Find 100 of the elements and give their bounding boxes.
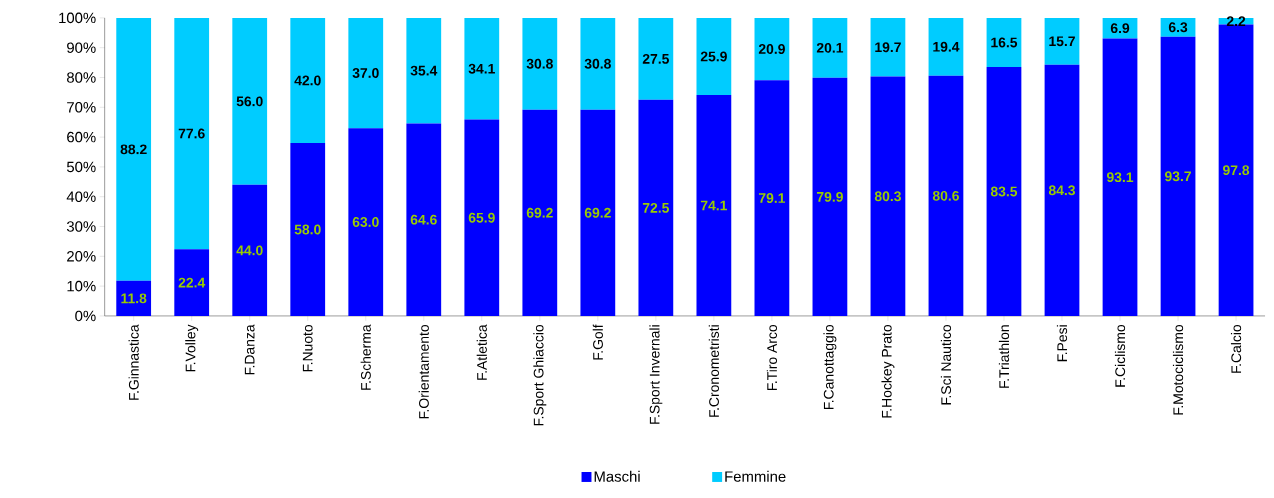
bar bbox=[116, 280, 152, 317]
data-label: 44.0 bbox=[236, 245, 263, 256]
data-label: 35.4 bbox=[410, 65, 438, 76]
x-tick-label: F.Sci Nautico bbox=[940, 325, 952, 405]
data-label: 37.0 bbox=[352, 68, 379, 79]
data-label: 74.1 bbox=[700, 200, 728, 211]
bar bbox=[406, 18, 442, 124]
data-label: 69.2 bbox=[526, 207, 553, 218]
data-label: 93.1 bbox=[1106, 172, 1134, 183]
data-label: 83.5 bbox=[990, 186, 1018, 197]
data-label: 30.8 bbox=[526, 58, 553, 69]
bar bbox=[638, 18, 674, 100]
bar bbox=[1044, 64, 1080, 317]
x-tick-label: F.Atletica bbox=[476, 324, 487, 380]
data-label: 58.0 bbox=[294, 224, 321, 235]
bar bbox=[638, 99, 674, 317]
y-tick-label: 0% bbox=[75, 310, 96, 322]
data-label: 93.7 bbox=[1164, 171, 1191, 182]
data-label: 22.4 bbox=[178, 277, 206, 288]
data-label: 6.3 bbox=[1168, 22, 1188, 33]
bar bbox=[754, 18, 790, 81]
data-label: 80.6 bbox=[932, 191, 959, 201]
bar bbox=[174, 18, 210, 250]
x-tick-label: F.Cronometristi bbox=[708, 325, 719, 417]
bar bbox=[1102, 38, 1138, 317]
bar bbox=[232, 18, 268, 185]
bar bbox=[464, 119, 500, 317]
y-tick-label: 30% bbox=[66, 221, 96, 232]
data-label: 84.3 bbox=[1048, 185, 1076, 196]
data-label: 42.0 bbox=[294, 75, 321, 86]
x-tick-label: F.Motociclismo bbox=[1172, 325, 1184, 415]
bar bbox=[986, 18, 1022, 68]
bar bbox=[870, 76, 906, 317]
data-label: 72.5 bbox=[642, 203, 670, 213]
data-label: 64.6 bbox=[410, 214, 437, 225]
x-tick-label: F.Ciclismo bbox=[1114, 325, 1126, 387]
data-label: 77.6 bbox=[178, 128, 205, 139]
data-label: 15.7 bbox=[1049, 36, 1075, 47]
x-tick-label: F.Tiro Arco bbox=[766, 325, 777, 391]
bar bbox=[1160, 36, 1196, 317]
y-tick-label: 60% bbox=[67, 131, 96, 143]
bar bbox=[928, 75, 964, 317]
x-tick-label: F.Volley bbox=[185, 324, 199, 372]
data-label: 19.7 bbox=[875, 42, 901, 53]
x-tick-label: F.Orientamento bbox=[418, 325, 429, 419]
y-tick-label: 10% bbox=[67, 280, 96, 292]
data-label: 19.4 bbox=[933, 41, 960, 52]
data-label: 79.1 bbox=[758, 193, 786, 204]
x-tick-label: F.Hockey Prato bbox=[881, 325, 895, 418]
bar bbox=[754, 80, 790, 317]
bar bbox=[696, 18, 732, 96]
x-tick-label: F.Golf bbox=[592, 324, 603, 360]
data-label: 34.1 bbox=[468, 63, 495, 74]
data-label: 79.9 bbox=[816, 192, 843, 202]
data-label: 30.8 bbox=[584, 58, 611, 69]
x-tick-label: F.Calcio bbox=[1230, 325, 1242, 373]
bar bbox=[522, 18, 558, 110]
bar bbox=[116, 18, 152, 281]
bar bbox=[580, 18, 616, 110]
x-tick-label: F.Sport Ghiaccio bbox=[533, 325, 547, 426]
data-label: 6.9 bbox=[1110, 23, 1130, 34]
y-tick-label: 70% bbox=[67, 102, 96, 113]
x-tick-label: F.Pesi bbox=[1056, 325, 1068, 362]
legend-label: Maschi bbox=[594, 470, 640, 482]
x-tick-label: F.Scherma bbox=[360, 324, 371, 390]
data-label: 16.5 bbox=[991, 37, 1018, 48]
bar bbox=[522, 109, 558, 317]
data-label: 88.2 bbox=[120, 144, 147, 155]
bar bbox=[290, 18, 326, 144]
data-label: 65.9 bbox=[468, 212, 495, 223]
x-tick-label: F.Danza bbox=[244, 324, 255, 375]
bar bbox=[464, 18, 500, 120]
data-label: 2.2 bbox=[1226, 16, 1246, 27]
bar bbox=[1218, 24, 1254, 317]
data-label: 80.3 bbox=[874, 191, 901, 202]
bar bbox=[986, 67, 1022, 317]
y-tick-label: 90% bbox=[67, 42, 96, 54]
data-label: 63.0 bbox=[352, 217, 379, 228]
bar bbox=[174, 249, 210, 317]
y-tick-label: 40% bbox=[66, 191, 96, 203]
y-tick-label: 50% bbox=[66, 161, 96, 173]
data-label: 56.0 bbox=[236, 96, 263, 107]
bar bbox=[348, 128, 384, 317]
bar bbox=[812, 18, 848, 78]
bar bbox=[928, 18, 964, 76]
x-tick-label: F.Canottaggio bbox=[823, 325, 837, 410]
data-label: 11.8 bbox=[121, 293, 147, 304]
y-tick-label: 80% bbox=[67, 72, 96, 83]
bar bbox=[232, 184, 268, 317]
bar bbox=[580, 109, 616, 317]
legend-label: Femmine bbox=[725, 470, 786, 482]
data-label: 97.8 bbox=[1223, 165, 1250, 176]
bar bbox=[870, 18, 906, 77]
data-label: 27.5 bbox=[642, 54, 670, 64]
data-label: 20.1 bbox=[816, 43, 844, 53]
data-label: 69.2 bbox=[584, 207, 611, 218]
bar bbox=[696, 95, 732, 317]
bar bbox=[348, 18, 384, 129]
x-tick-label: F.Ginnastica bbox=[128, 324, 139, 400]
y-tick-label: 20% bbox=[67, 251, 96, 262]
